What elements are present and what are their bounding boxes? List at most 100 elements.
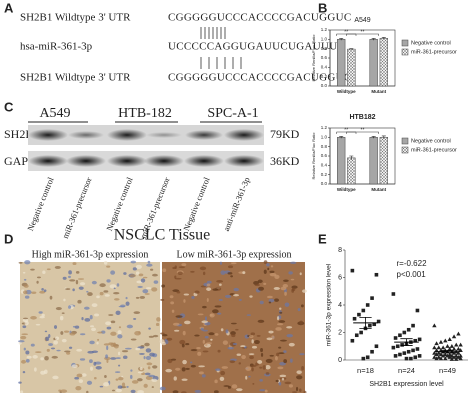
texture-dot xyxy=(202,305,207,309)
texture-dot xyxy=(30,343,35,347)
texture-dot xyxy=(185,367,190,370)
texture-dot xyxy=(270,265,274,268)
texture-dot xyxy=(256,334,261,337)
point xyxy=(432,350,437,355)
texture-dot xyxy=(259,366,263,369)
point xyxy=(415,347,420,351)
texture-dot xyxy=(144,372,151,376)
texture-dot xyxy=(268,301,272,304)
point xyxy=(413,338,418,343)
texture xyxy=(159,260,307,393)
legend-label: Negative control xyxy=(411,138,451,144)
texture-dot xyxy=(288,271,293,275)
texture-dot xyxy=(91,280,97,285)
texture-dot xyxy=(200,327,204,331)
texture-dot xyxy=(112,389,116,392)
texture-dot xyxy=(231,384,238,389)
texture-dot xyxy=(46,268,51,271)
texture-dot xyxy=(130,338,137,341)
point xyxy=(436,350,441,355)
texture-dot xyxy=(257,360,263,364)
texture-dot xyxy=(283,279,289,283)
texture-dot xyxy=(249,335,254,338)
texture-dot xyxy=(135,296,140,299)
sequence: CGGGGGUCCCACCCCGACUGGUC xyxy=(168,72,352,84)
texture-dot xyxy=(221,366,229,369)
texture-dot xyxy=(55,306,62,311)
point xyxy=(438,352,444,357)
texture-dot xyxy=(131,380,139,384)
sig-label: ** xyxy=(361,127,365,133)
panel-a: SH2B1 Wildtype 3' UTR CGGGGGUCCCACCCCGAC… xyxy=(20,12,352,84)
texture-dot xyxy=(209,313,215,318)
texture-dot xyxy=(65,288,71,290)
texture-dot xyxy=(146,362,153,366)
sequence: UCCCCCAGGUGAUUCUGAUUU xyxy=(168,41,337,53)
texture-dot xyxy=(143,383,148,388)
point xyxy=(443,352,448,357)
texture-dot xyxy=(281,377,285,381)
point xyxy=(365,355,370,360)
y-tick-label: 0.6 xyxy=(321,55,328,60)
texture-dot xyxy=(296,375,303,380)
texture-dot xyxy=(165,368,173,373)
point xyxy=(456,350,461,355)
size-label: 36KD xyxy=(270,154,300,168)
y-tick-label: 1.2 xyxy=(321,125,328,130)
texture-dot xyxy=(96,295,100,299)
texture-dot xyxy=(240,345,246,348)
y-tick-label: 8 xyxy=(338,247,342,254)
y-tick-label: 0.8 xyxy=(321,144,328,149)
texture-dot xyxy=(225,329,229,334)
texture-dot xyxy=(42,270,46,274)
point xyxy=(393,336,398,340)
texture-dot xyxy=(110,320,116,324)
texture-dot xyxy=(49,295,53,300)
texture-dot xyxy=(214,305,222,308)
texture-dot xyxy=(206,287,212,291)
texture-dot xyxy=(103,382,110,387)
texture-dot xyxy=(22,325,27,329)
texture-dot xyxy=(93,361,97,366)
texture-dot xyxy=(278,352,285,354)
texture-dot xyxy=(99,283,106,288)
texture-dot xyxy=(205,343,208,347)
ihc-caption: Low miR-361-3p expression xyxy=(177,249,292,260)
y-tick-label: 0.0 xyxy=(321,181,328,186)
point xyxy=(445,343,450,348)
texture-dot xyxy=(91,303,98,308)
x-tick-label: Mutant xyxy=(371,89,386,94)
texture-dot xyxy=(241,355,246,360)
plot-frame xyxy=(329,29,396,87)
size-label: 79KD xyxy=(270,127,300,141)
band xyxy=(144,155,184,167)
y-tick-label: 0.2 xyxy=(321,74,328,79)
texture-dot xyxy=(133,311,141,315)
texture-dot xyxy=(137,371,143,374)
texture-dot xyxy=(201,320,209,324)
texture-dot xyxy=(113,287,116,290)
sem-bar xyxy=(359,316,372,329)
point xyxy=(400,343,404,347)
texture-dot xyxy=(173,376,177,381)
texture-dot xyxy=(275,355,278,361)
texture-dot xyxy=(288,342,295,347)
texture-dot xyxy=(91,327,97,332)
texture-dot xyxy=(143,356,146,360)
band xyxy=(28,155,68,167)
texture-dot xyxy=(152,334,159,338)
texture-dot xyxy=(249,355,254,360)
point xyxy=(432,345,437,350)
texture-dot xyxy=(202,350,209,353)
error-bar xyxy=(381,135,386,139)
texture-dot xyxy=(170,301,175,305)
texture-dot xyxy=(204,316,208,321)
legend-label: miR-361-precursor xyxy=(411,147,457,153)
texture-dot xyxy=(148,335,154,338)
texture-dot xyxy=(278,320,286,323)
texture-dot xyxy=(162,333,168,337)
texture-dot xyxy=(21,359,27,364)
texture-dot xyxy=(251,367,254,372)
texture-dot xyxy=(68,305,72,309)
texture-dot xyxy=(245,375,248,380)
